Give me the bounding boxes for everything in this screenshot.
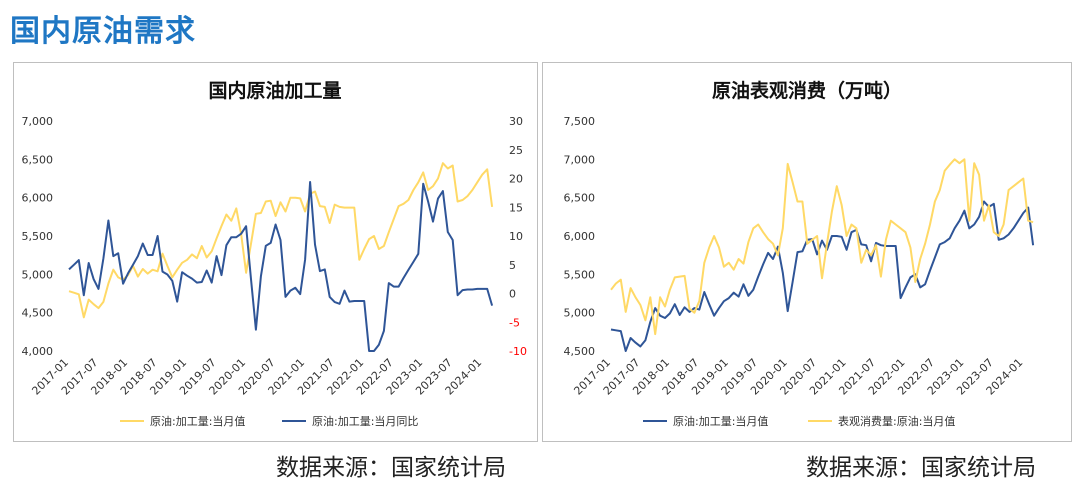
series-line-1 [68, 181, 494, 352]
y-right-tick-label: 10 [509, 230, 523, 243]
y-left-tick-label: 6,500 [564, 192, 596, 205]
y-left-tick-label: 7,000 [564, 153, 596, 166]
y-right-tick-label: 25 [509, 144, 523, 157]
crude-processing-chart: 国内原油加工量 4,000 4,500 5,000 5,500 6,000 6,500 7,… [22, 79, 527, 428]
page-title: 国内原油需求 [10, 14, 196, 49]
apparent-consumption-chart: 原油表观消费（万吨） 4,500 5,000 5,500 6,000 6,500 7,00… [564, 79, 1035, 428]
crude-processing-chart-panel: 国内原油加工量 4,000 4,500 5,000 5,500 6,000 6,500 7,… [13, 62, 538, 442]
y-left-tick-label: 6,000 [22, 192, 54, 205]
y-left-tick-label: 4,500 [22, 307, 54, 320]
chart-title: 原油表观消费（万吨） [712, 79, 902, 102]
legend-label: 原油:加工量:当月值 [150, 414, 245, 428]
y-left-tick-label: 6,000 [564, 230, 596, 243]
y-right-tick-label: -5 [509, 316, 520, 329]
legend-label: 表观消费量:原油:当月值 [838, 414, 955, 428]
y-left-tick-label: 5,000 [564, 307, 596, 320]
chart-title: 国内原油加工量 [208, 79, 341, 102]
data-source-right: 数据来源：国家统计局 [806, 455, 1036, 481]
legend-label: 原油:加工量:当月同比 [312, 414, 418, 428]
y-right-tick-label: 30 [509, 115, 523, 128]
y-left-tick-label: 6,500 [22, 153, 54, 166]
y-left-tick-label: 7,000 [22, 115, 54, 128]
data-source-left: 数据来源：国家统计局 [276, 455, 506, 481]
series-line-1 [610, 158, 1034, 336]
y-right-tick-label: 20 [509, 173, 523, 186]
series-line-0 [610, 200, 1035, 352]
y-left-tick-label: 4,500 [564, 345, 596, 358]
y-right-tick-label: -10 [509, 345, 527, 358]
y-left-tick-label: 7,500 [564, 115, 596, 128]
series-line-0 [68, 162, 494, 319]
legend-label: 原油:加工量:当月值 [673, 414, 768, 428]
y-left-tick-label: 5,500 [22, 230, 54, 243]
y-left-tick-label: 5,000 [22, 268, 54, 281]
apparent-consumption-chart-panel: 原油表观消费（万吨） 4,500 5,000 5,500 6,000 6,500 7,00… [542, 62, 1072, 442]
y-right-tick-label: 0 [509, 288, 516, 301]
y-left-tick-label: 5,500 [564, 268, 596, 281]
y-right-tick-label: 15 [509, 201, 523, 214]
y-right-tick-label: 5 [509, 259, 516, 272]
y-left-tick-label: 4,000 [22, 345, 54, 358]
